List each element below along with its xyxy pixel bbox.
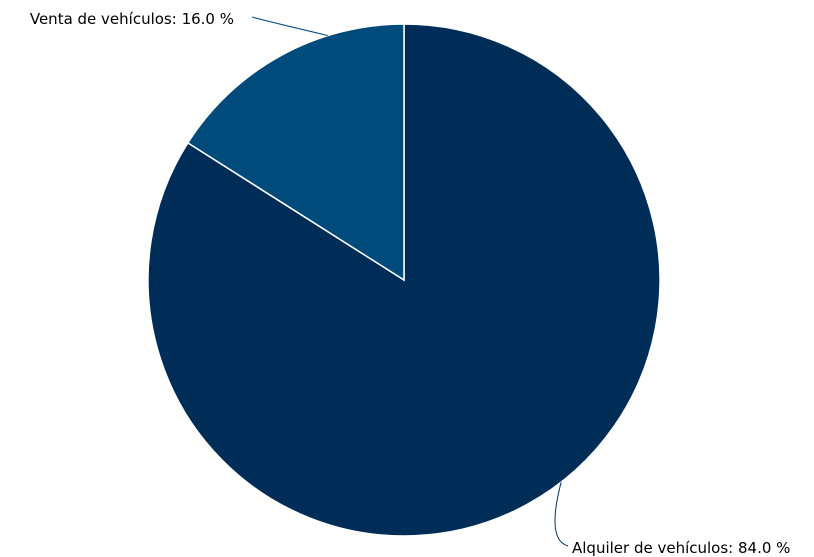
- pie-slice-alquiler-de-veh-culos: [147, 23, 661, 537]
- leader-line: [554, 481, 569, 547]
- leader-line: [251, 16, 329, 37]
- pie-slice-venta-de-veh-culos: [186, 23, 405, 282]
- slice-labels: Alquiler de vehículos: 84.0 % Venta de ve…: [30, 10, 791, 557]
- slice-label: Venta de vehículos: 16.0 %: [30, 10, 234, 28]
- pie-slices: [147, 23, 661, 537]
- slice-label: Alquiler de vehículos: 84.0 %: [572, 539, 790, 557]
- leader-lines: [251, 16, 569, 547]
